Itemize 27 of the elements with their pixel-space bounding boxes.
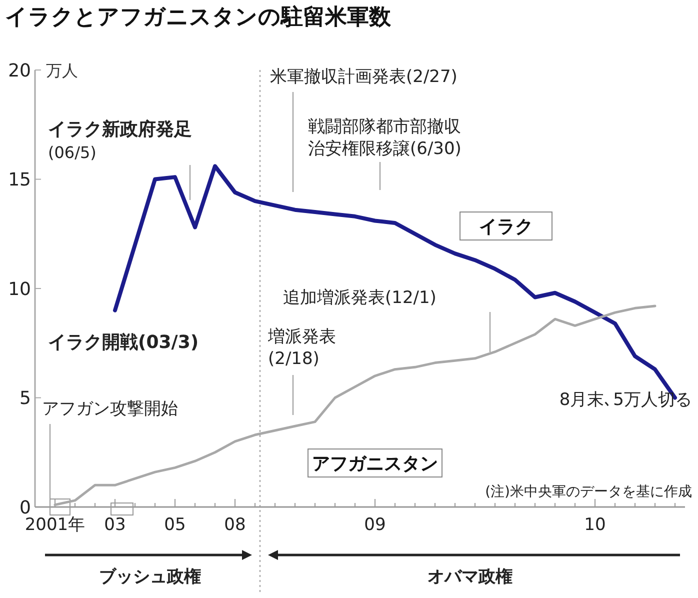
annotation: イラク開戦(03/3): [48, 332, 199, 353]
series-label: アフガニスタン: [312, 453, 438, 474]
annotation: 米軍撤収計画発表(2/27): [270, 67, 458, 87]
annotation: 8月末､5万人切る: [559, 390, 692, 410]
chart-title: イラクとアフガニスタンの駐留米軍数: [5, 4, 392, 30]
text: オバマ政権: [428, 567, 512, 587]
y-tick-label: 5: [20, 388, 31, 410]
annotation: イラク新政府発足: [48, 119, 192, 140]
annotation: 追加増派発表(12/1): [283, 288, 436, 308]
annotation: 戦闘部隊都市部撤収: [308, 117, 461, 137]
x-tick-label: 03: [104, 515, 126, 535]
y-tick-label: 10: [8, 278, 31, 300]
x-tick-label: 09: [364, 515, 386, 535]
annotation: (2/18): [268, 349, 320, 369]
annotation: 治安権限移譲(6/30): [308, 139, 462, 159]
x-tick-label: 05: [164, 515, 186, 535]
annotation: アフガン攻撃開始: [42, 399, 178, 419]
annotation: (06/5): [48, 143, 96, 162]
series-label: イラク: [479, 216, 533, 238]
annotation: 増派発表: [267, 327, 336, 347]
text: ブッシュ政権: [99, 567, 201, 587]
x-tick-label: 10: [584, 515, 606, 535]
y-tick-label: 15: [8, 170, 31, 191]
y-tick-label: 20: [8, 60, 31, 82]
annotation: (注)米中央軍のデータを基に作成: [485, 484, 692, 500]
x-tick-label: 08: [224, 515, 246, 535]
y-axis-title: 万人: [46, 61, 78, 80]
